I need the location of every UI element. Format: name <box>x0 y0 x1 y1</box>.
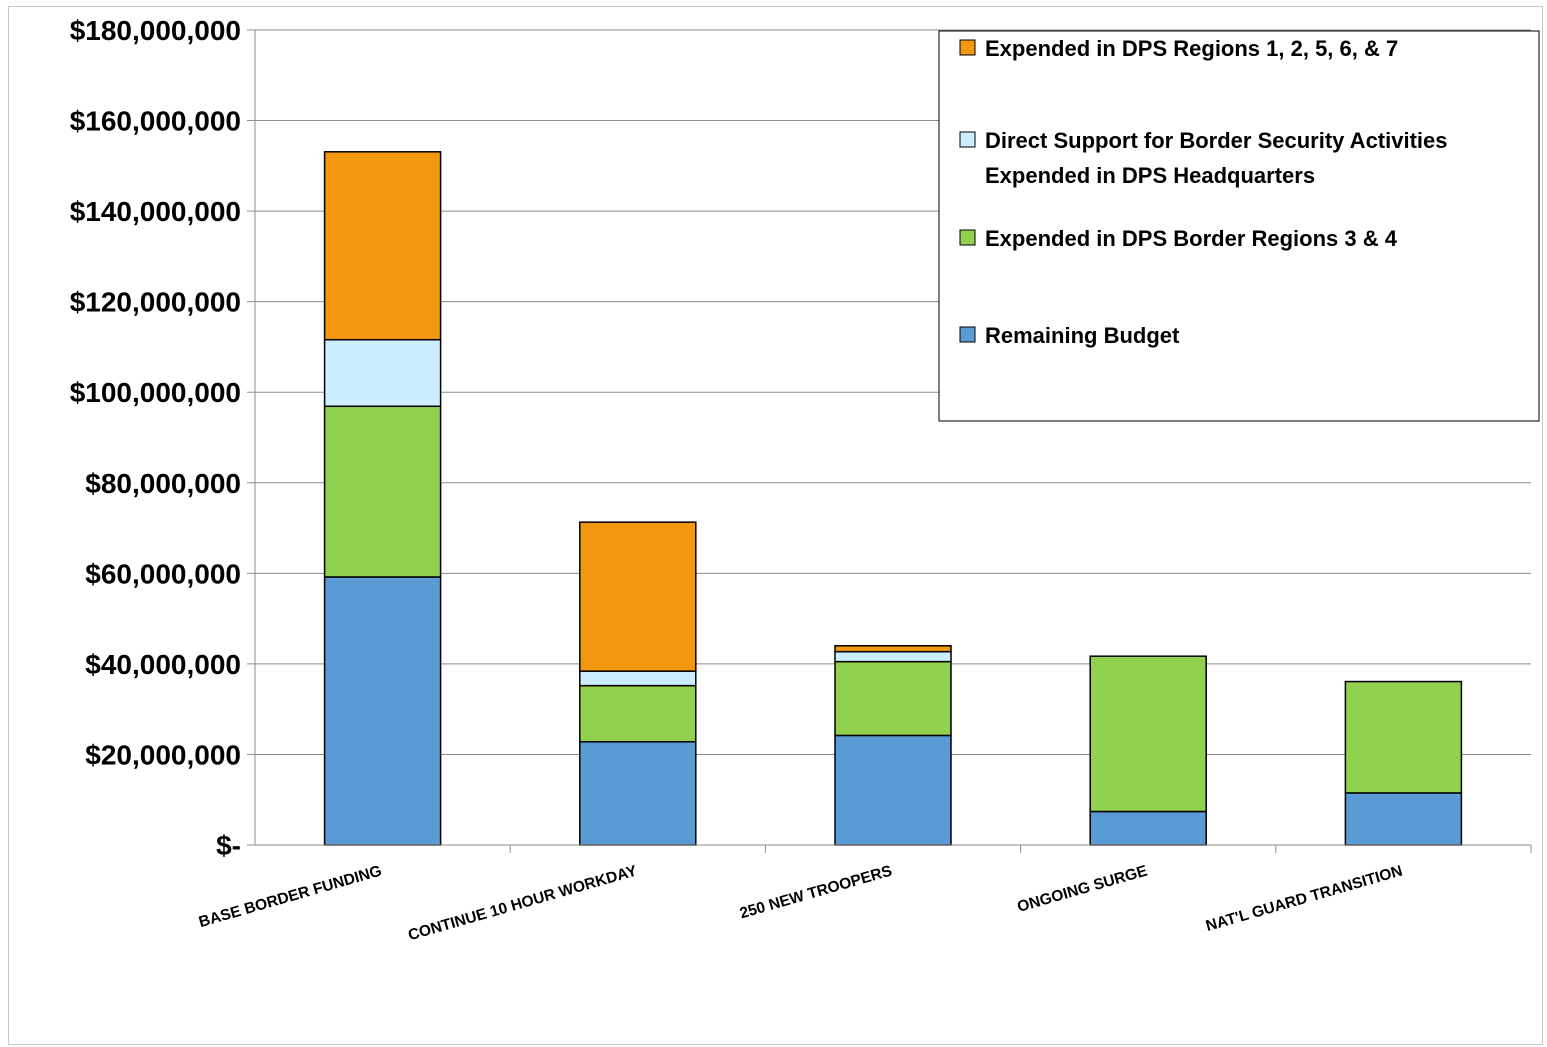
bar-segment <box>834 734 952 846</box>
bar-segment <box>579 670 697 687</box>
y-tick-label: $- <box>216 830 241 861</box>
legend-swatch <box>959 326 976 343</box>
bar-segment <box>1089 810 1207 846</box>
x-tick-label: CONTINUE 10 HOUR WORKDAY <box>406 862 639 944</box>
bar-segment <box>579 684 697 743</box>
bar-segment <box>1344 680 1463 794</box>
legend-swatch <box>959 39 976 56</box>
legend-label: Direct Support for Border Security Activ… <box>985 128 1448 153</box>
bar-segment <box>834 650 952 663</box>
x-tick-label: 250 NEW TROOPERS <box>738 863 894 923</box>
bars <box>323 151 1463 846</box>
legend-swatch <box>959 229 976 246</box>
bar-segment <box>323 405 442 578</box>
legend-label: Expended in DPS Headquarters <box>985 163 1315 188</box>
x-tick-label: ONGOING SURGE <box>1015 863 1149 916</box>
x-tick-label: NAT'L GUARD TRANSITION <box>1204 863 1405 936</box>
legend-label: Expended in DPS Border Regions 3 & 4 <box>985 226 1398 251</box>
bar-segment <box>579 741 697 846</box>
x-tick-label: BASE BORDER FUNDING <box>197 863 384 932</box>
y-tick-label: $140,000,000 <box>70 196 241 227</box>
legend-box <box>938 30 1540 422</box>
bar-segment <box>834 645 952 653</box>
bar-segment <box>834 660 952 737</box>
legend: Expended in DPS Regions 1, 2, 5, 6, & 7 D… <box>938 30 1540 422</box>
x-axis-tick-labels: BASE BORDER FUNDING CONTINUE 10 HOUR WORK… <box>197 862 1405 944</box>
legend-label: Remaining Budget <box>985 323 1180 348</box>
bar-segment <box>1089 655 1207 813</box>
bar-segment <box>1344 792 1463 846</box>
bar-segment <box>323 338 442 408</box>
bar-segment <box>579 521 697 672</box>
bar-segment <box>323 576 442 846</box>
y-tick-label: $20,000,000 <box>85 739 241 770</box>
y-tick-label: $100,000,000 <box>70 377 241 408</box>
y-tick-label: $160,000,000 <box>70 106 241 137</box>
legend-swatch <box>959 131 976 148</box>
bar-segment <box>323 151 442 341</box>
y-tick-label: $60,000,000 <box>85 558 241 589</box>
y-tick-label: $80,000,000 <box>85 468 241 499</box>
y-tick-label: $40,000,000 <box>85 649 241 680</box>
y-tick-label: $120,000,000 <box>70 287 241 318</box>
y-axis-tick-labels: $- $20,000,000 $40,000,000 $60,000,000 $80,0… <box>70 15 241 861</box>
legend-label: Expended in DPS Regions 1, 2, 5, 6, & 7 <box>985 36 1398 61</box>
axes <box>247 29 1532 853</box>
y-tick-label: $180,000,000 <box>70 15 241 46</box>
